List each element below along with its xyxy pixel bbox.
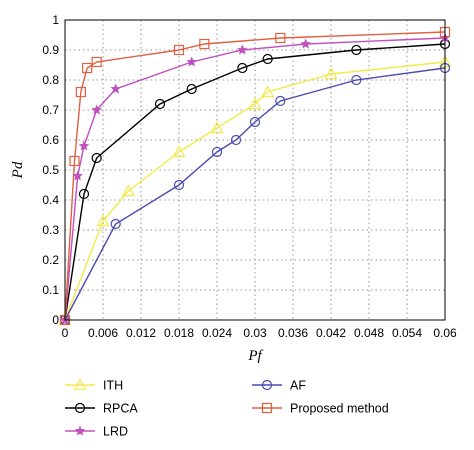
data-point-af <box>230 134 242 146</box>
legend-marker-ith <box>73 378 87 391</box>
data-point-proposed-method <box>69 155 80 167</box>
x-tick-label: 0.012 <box>126 326 156 340</box>
data-point-rpca <box>91 152 102 164</box>
data-point-rpca <box>351 44 362 56</box>
y-tick-label: 0.8 <box>42 73 59 87</box>
data-point-af <box>249 116 261 128</box>
data-point-lrd <box>237 44 248 55</box>
data-point-proposed-method <box>82 62 93 74</box>
x-axis-title: Pf <box>247 348 263 364</box>
tick-labels: 0 0.006 0.012 0.018 0.024 0.03 0.036 0.042 0.048… <box>42 13 457 340</box>
x-tick-label: 0.06 <box>433 326 457 340</box>
data-point-lrd <box>72 170 83 181</box>
data-point-ith <box>121 184 135 197</box>
series-line-ith <box>64 61 446 321</box>
data-point-ith <box>248 97 262 110</box>
series-lrd <box>59 32 451 325</box>
data-point-ith <box>210 121 224 134</box>
grid <box>65 20 445 320</box>
y-tick-label: 0.1 <box>42 283 59 297</box>
x-tick-label: 0 <box>62 326 69 340</box>
series-line-af <box>64 67 446 321</box>
x-tick-label: 0.024 <box>202 326 232 340</box>
series-af <box>59 62 451 326</box>
x-tick-label: 0.006 <box>88 326 118 340</box>
y-tick-label: 1 <box>52 13 59 27</box>
y-axis-title: Pd <box>10 161 26 179</box>
data-point-ith <box>261 85 275 98</box>
x-tick-label: 0.054 <box>392 326 422 340</box>
series-rpca <box>59 38 451 326</box>
legend-marker-proposed-method <box>261 402 273 414</box>
legend-entry-ith: ITH <box>65 378 123 393</box>
data-point-af <box>173 179 185 191</box>
data-point-rpca <box>237 62 248 74</box>
y-tick-label: 0.3 <box>42 223 59 237</box>
data-point-proposed-method <box>199 38 210 50</box>
data-point-lrd <box>300 38 311 49</box>
x-tick-label: 0.018 <box>164 326 194 340</box>
y-tick-label: 0.5 <box>42 163 59 177</box>
data-point-rpca <box>154 98 166 110</box>
plot-area <box>58 26 452 326</box>
data-point-rpca <box>262 53 273 65</box>
series-proposed-method <box>59 26 451 326</box>
data-point-proposed-method <box>91 56 102 68</box>
legend-marker-lrd <box>74 425 86 436</box>
x-tick-label: 0.048 <box>354 326 384 340</box>
data-point-ith <box>96 214 110 227</box>
data-point-lrd <box>110 83 121 94</box>
x-tick-label: 0.042 <box>316 326 346 340</box>
data-point-proposed-method <box>173 44 185 56</box>
legend-entry-lrd: LRD <box>65 425 128 439</box>
legend-label-ith: ITH <box>103 379 123 393</box>
data-point-proposed-method <box>75 86 86 98</box>
legend-label-lrd: LRD <box>103 425 128 439</box>
legend-entry-rpca: RPCA <box>65 402 138 416</box>
y-tick-label: 0.7 <box>42 103 59 117</box>
series-line-rpca <box>64 43 446 321</box>
data-point-af <box>110 218 121 230</box>
data-point-lrd <box>186 56 197 67</box>
x-tick-label: 0.03 <box>243 326 267 340</box>
data-point-af <box>211 146 223 158</box>
data-point-ith <box>324 67 338 80</box>
data-point-rpca <box>78 188 90 200</box>
legend-marker-rpca <box>74 402 86 414</box>
y-tick-label: 0.4 <box>42 193 59 207</box>
data-point-af <box>351 74 362 86</box>
legend-label-proposed-method: Proposed method <box>290 402 389 416</box>
legend-entry-proposed-method: Proposed method <box>252 402 389 416</box>
data-point-rpca <box>186 83 197 95</box>
y-tick-label: 0.6 <box>42 133 59 147</box>
x-tick-label: 0.036 <box>278 326 308 340</box>
data-point-lrd <box>78 140 90 151</box>
plot-frame <box>64 19 446 321</box>
data-point-proposed-method <box>275 32 286 44</box>
y-tick-label: 0.9 <box>42 43 59 57</box>
legend-marker-af <box>261 379 273 391</box>
data-point-ith <box>172 145 186 158</box>
data-point-af <box>275 95 286 107</box>
legend-entry-af: AF <box>252 379 306 393</box>
series-line-proposed-method <box>64 31 446 321</box>
data-point-lrd <box>91 104 102 115</box>
legend: ITH RPCA LRD AF Proposed method <box>65 378 389 439</box>
legend-label-rpca: RPCA <box>103 402 138 416</box>
y-tick-label: 0.2 <box>42 253 59 267</box>
legend-label-af: AF <box>290 379 306 393</box>
y-tick-label: 0 <box>52 313 59 327</box>
